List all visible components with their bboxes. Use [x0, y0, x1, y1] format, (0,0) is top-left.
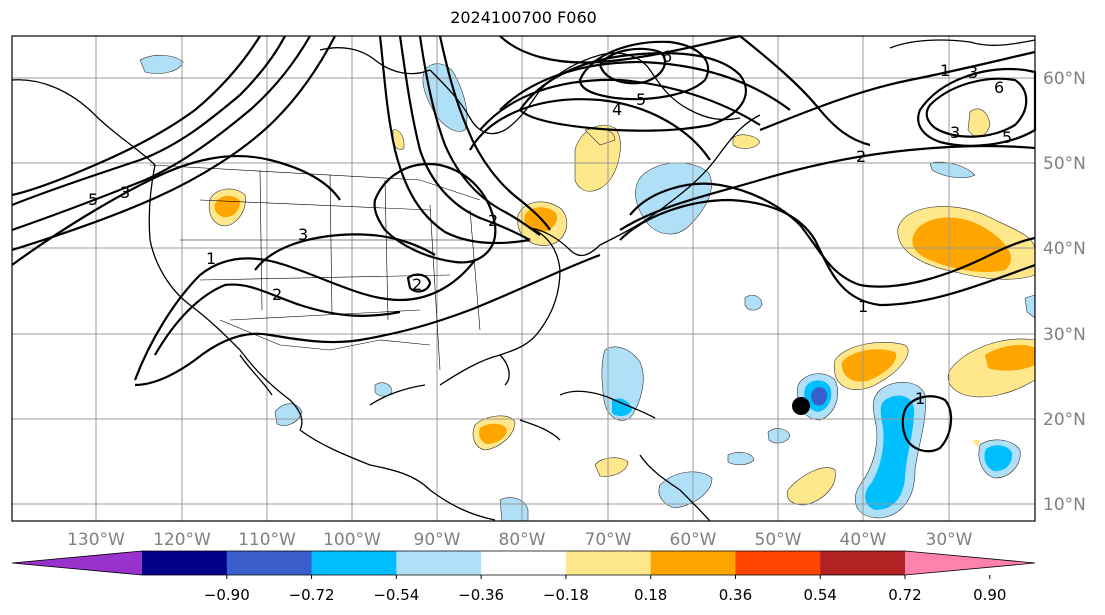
contour-north-6	[598, 47, 667, 85]
contour-north-outer	[499, 34, 741, 64]
contour-lines	[11, 34, 1037, 453]
colorbar-tick-label: −0.90	[204, 586, 250, 604]
colorbar-tick-label: −0.72	[289, 586, 335, 604]
contour-north-5	[578, 40, 710, 101]
contour-label: 5	[1002, 128, 1012, 147]
contour-newfoundland-2	[619, 198, 1036, 307]
state-borders	[149, 164, 481, 371]
contour-label: 6	[994, 78, 1004, 97]
contour-label: 1	[206, 249, 216, 268]
lat-label-20n: 20°N	[1043, 410, 1086, 430]
lat-label-60n: 60°N	[1043, 69, 1086, 89]
colorbar-segment	[396, 551, 482, 575]
contour-1-west	[11, 154, 341, 266]
colorbar-tick-label: 0.90	[973, 586, 1006, 604]
coastlines	[11, 39, 1036, 522]
lat-label-50n: 50°N	[1043, 154, 1086, 174]
contour-labels: 1 2 3 4 5 6 3 5 6 2 1 5 3 2 3 1 2 1	[88, 47, 1012, 408]
figure-title: 2024100700 F060	[450, 8, 597, 27]
colorbar: −0.90 −0.72 −0.54 −0.36 −0.18 0.18 0.36 0.54 0.7…	[11, 550, 1036, 604]
contour-northeast-1	[469, 98, 711, 161]
colorbar-segment	[820, 551, 906, 575]
contour-label: 4	[612, 100, 622, 119]
contour-great-lakes-closed	[373, 162, 497, 264]
lat-label-30n: 30°N	[1043, 325, 1086, 345]
contour-north-4	[518, 52, 747, 132]
contour-east-closed-5	[917, 68, 1037, 147]
contour-northeast-2	[479, 78, 761, 131]
contour-northeast-3	[499, 60, 791, 111]
colorbar-segment	[565, 551, 652, 575]
contour-label: 5	[88, 190, 98, 209]
colorbar-segment	[142, 551, 228, 575]
lon-label-110w: 110°W	[238, 530, 296, 550]
lat-label-40n: 40°N	[1043, 239, 1086, 259]
contour-label: 2	[412, 275, 422, 294]
contour-label: 1	[915, 389, 925, 408]
colorbar-tick-label: 0.54	[804, 586, 837, 604]
contour-3-central	[254, 233, 436, 271]
contour-central-trough-3	[438, 35, 551, 231]
colorbar-segment	[481, 551, 567, 575]
contour-label: 2	[488, 211, 498, 230]
colorbar-tick-label: 0.18	[634, 586, 667, 604]
contour-central-trough-4	[378, 35, 531, 245]
lon-label-90w: 90°W	[414, 530, 461, 550]
colorbar-tick-label: 0.72	[888, 586, 921, 604]
lon-label-130w: 130°W	[67, 530, 125, 550]
map-frame	[11, 35, 1036, 522]
contour-closed-low-tropics	[901, 395, 953, 453]
contour-1-east	[759, 50, 1036, 132]
lon-label-120w: 120°W	[153, 530, 211, 550]
colorbar-tick-label: −0.54	[373, 586, 419, 604]
colorbar-outline	[11, 550, 1036, 576]
lon-label-60w: 60°W	[670, 530, 717, 550]
contour-label: 2	[272, 285, 282, 304]
lon-label-70w: 70°W	[585, 530, 632, 550]
latitude-labels: 60°N 50°N 40°N 30°N 20°N 10°N	[1043, 69, 1086, 515]
colorbar-segment	[735, 551, 821, 575]
contour-northeast-band	[739, 35, 871, 147]
colorbar-extend-high	[905, 551, 1035, 575]
shaded-anomaly-areas	[139, 54, 1036, 522]
colorbar-tick-label: −0.36	[458, 586, 504, 604]
contour-1-southwest	[134, 253, 601, 387]
contour-label: 1	[858, 297, 868, 316]
contour-label: 6	[662, 47, 672, 66]
storm-center-dot	[792, 397, 810, 415]
longitude-labels: 130°W 120°W 110°W 100°W 90°W 80°W 70°W 6…	[67, 530, 973, 550]
contour-label: 2	[856, 147, 866, 166]
contour-west-band-4	[11, 35, 261, 197]
colorbar-tick-label: −0.18	[543, 586, 589, 604]
contour-east-closed-6	[925, 77, 1028, 138]
contour-3-southwest	[154, 283, 401, 356]
contour-mexico-loop	[406, 273, 432, 293]
contour-label: 3	[950, 123, 960, 142]
contour-label: 5	[636, 90, 646, 109]
positive-anomaly-tropical-atlantic	[786, 467, 836, 506]
contour-label: 3	[968, 63, 978, 82]
positive-anomaly-north-central-atlantic-core	[912, 217, 1012, 273]
contour-label: 1	[940, 61, 950, 80]
lon-label-30w: 30°W	[926, 530, 973, 550]
colorbar-segment	[311, 551, 397, 575]
contour-west-band-3	[11, 35, 336, 252]
colorbar-segment	[650, 551, 736, 575]
lon-label-100w: 100°W	[323, 530, 381, 550]
contour-central-trough-1	[398, 35, 531, 241]
colorbar-tick-label: 0.36	[719, 586, 752, 604]
lon-label-40w: 40°W	[840, 530, 887, 550]
colorbar-segment	[226, 551, 313, 575]
contour-label: 3	[120, 183, 130, 202]
contour-2-southwest	[133, 257, 476, 381]
lon-label-50w: 50°W	[755, 530, 802, 550]
lon-label-80w: 80°W	[499, 530, 546, 550]
contour-west-band-2	[11, 35, 311, 232]
colorbar-extend-low	[12, 551, 142, 575]
lat-label-10n: 10°N	[1043, 495, 1086, 515]
contour-label: 3	[298, 225, 308, 244]
contour-west-band-1	[11, 35, 286, 207]
